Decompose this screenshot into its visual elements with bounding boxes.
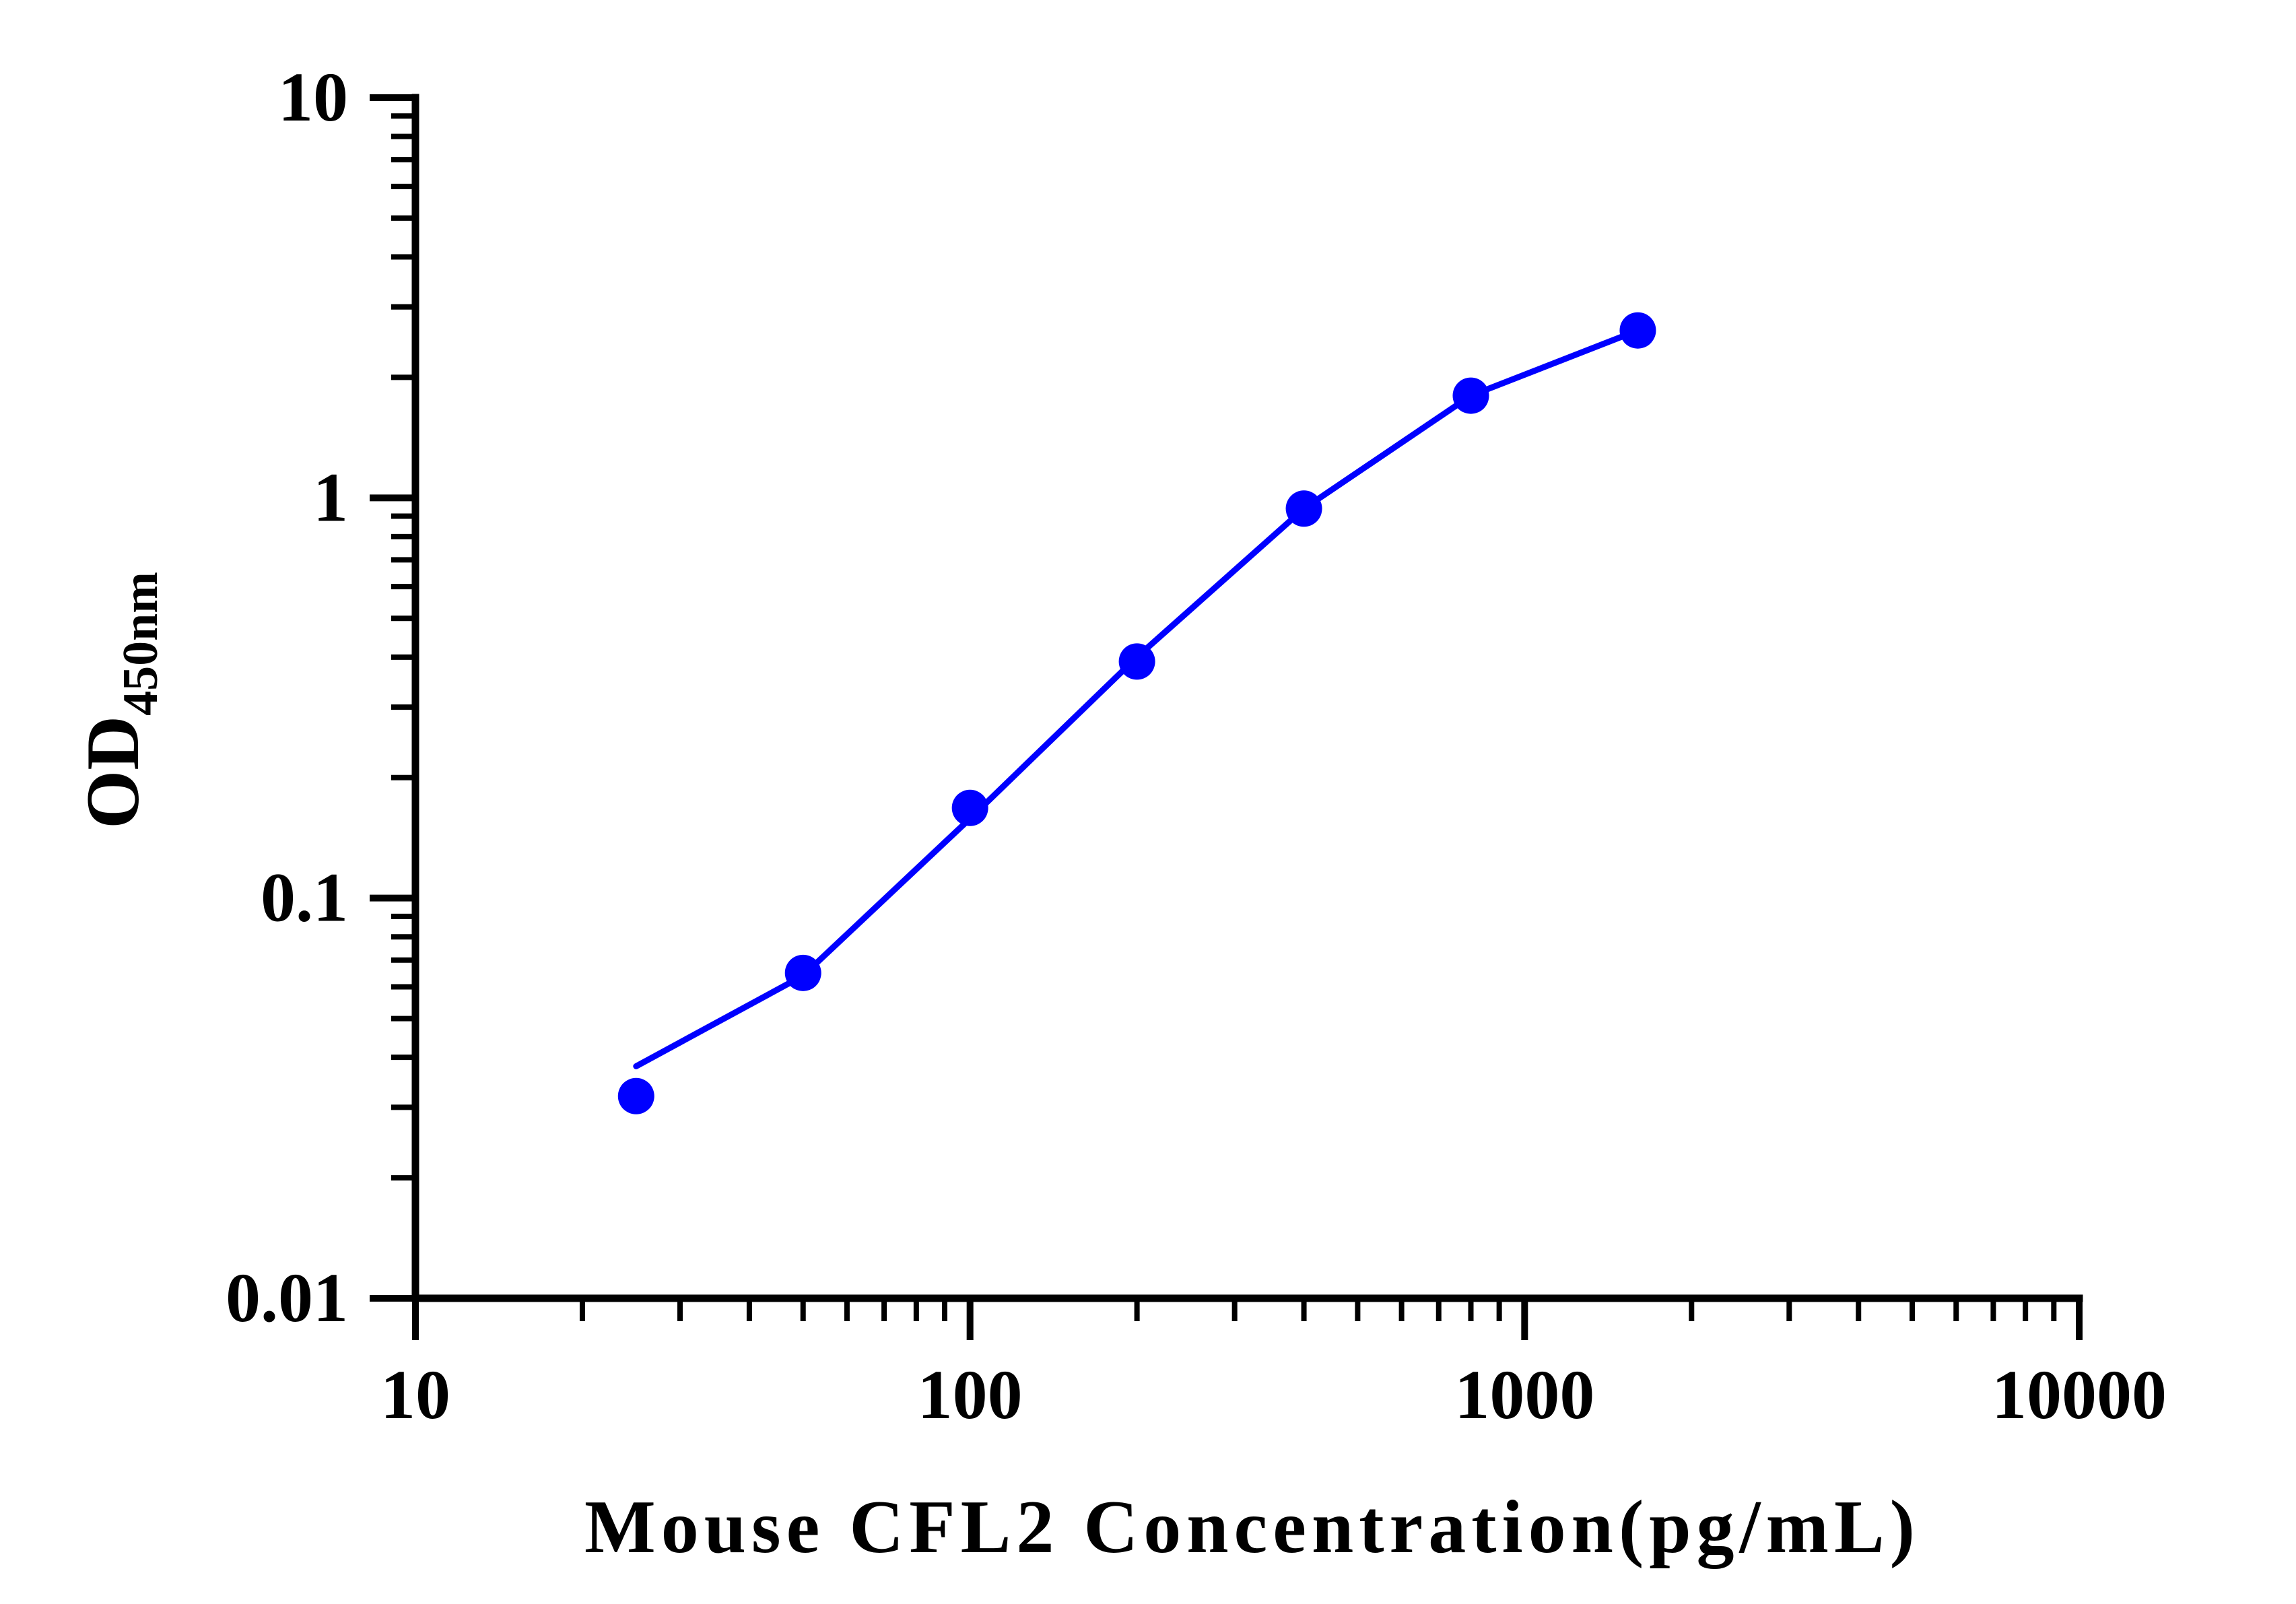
ticks <box>370 94 2083 1340</box>
x-tick-label: 1000 <box>1454 1356 1594 1434</box>
y-tick-label: 0.1 <box>261 859 348 937</box>
y-tick-label: 1 <box>313 459 348 536</box>
data-point <box>1285 490 1322 527</box>
y-tick-label: 10 <box>278 59 348 136</box>
data-point <box>951 789 988 826</box>
x-tick-label: 100 <box>918 1356 1023 1434</box>
data-point <box>1452 377 1489 414</box>
y-axis-title-subscript: 450nm <box>113 572 168 716</box>
data-point <box>784 954 821 991</box>
tick-labels: 0.01 0.1 1 10 10 100 1000 10000 <box>226 59 2167 1434</box>
data-points-layer <box>617 312 1656 1114</box>
x-tick-label: 10 <box>380 1356 450 1434</box>
axes <box>411 94 2083 1302</box>
y-tick-label: 0.01 <box>226 1259 348 1337</box>
data-point <box>1118 643 1155 680</box>
fit-curve-line <box>633 327 1641 1069</box>
y-axis-title-main: OD <box>71 716 155 829</box>
x-axis-title: Mouse CFL2 Concentration(pg/mL) <box>584 1485 1920 1569</box>
fit-curve-layer <box>633 327 1641 1069</box>
data-point <box>1619 312 1656 349</box>
x-tick-label: 10000 <box>1992 1356 2167 1434</box>
y-axis-title: OD450nm <box>71 572 168 829</box>
data-point <box>617 1077 654 1114</box>
